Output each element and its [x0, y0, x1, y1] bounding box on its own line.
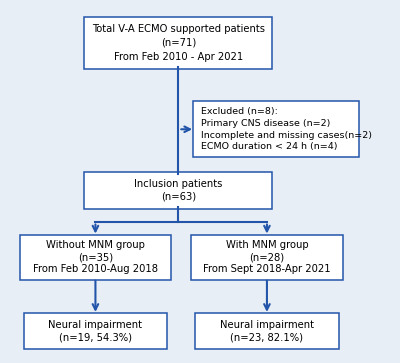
Text: From Feb 2010-Aug 2018: From Feb 2010-Aug 2018	[33, 264, 158, 274]
Text: Inclusion patients: Inclusion patients	[134, 179, 223, 189]
FancyBboxPatch shape	[193, 101, 359, 157]
FancyBboxPatch shape	[84, 172, 272, 208]
Text: From Sept 2018-Apr 2021: From Sept 2018-Apr 2021	[203, 264, 331, 274]
Text: With MNM group: With MNM group	[226, 240, 308, 250]
Text: Excluded (n=8):: Excluded (n=8):	[200, 107, 278, 117]
Text: (n=35): (n=35)	[78, 252, 113, 262]
Text: Without MNM group: Without MNM group	[46, 240, 145, 250]
Text: (n=23, 82.1%): (n=23, 82.1%)	[230, 333, 304, 342]
Text: ECMO duration < 24 h (n=4): ECMO duration < 24 h (n=4)	[200, 142, 337, 151]
FancyBboxPatch shape	[84, 17, 272, 69]
Text: (n=71): (n=71)	[161, 38, 196, 48]
Text: Incomplete and missing cases(n=2): Incomplete and missing cases(n=2)	[200, 131, 372, 139]
FancyBboxPatch shape	[191, 234, 342, 280]
FancyBboxPatch shape	[195, 313, 339, 349]
FancyBboxPatch shape	[0, 0, 378, 363]
Text: Neural impairment: Neural impairment	[48, 319, 142, 330]
FancyBboxPatch shape	[24, 313, 167, 349]
Text: Primary CNS disease (n=2): Primary CNS disease (n=2)	[200, 119, 330, 128]
Text: Neural impairment: Neural impairment	[220, 319, 314, 330]
Text: Total V-A ECMO supported patients: Total V-A ECMO supported patients	[92, 24, 265, 34]
Text: From Feb 2010 - Apr 2021: From Feb 2010 - Apr 2021	[114, 52, 243, 62]
Text: (n=28): (n=28)	[249, 252, 284, 262]
Text: (n=19, 54.3%): (n=19, 54.3%)	[59, 333, 132, 342]
Text: (n=63): (n=63)	[161, 192, 196, 202]
FancyBboxPatch shape	[20, 234, 171, 280]
